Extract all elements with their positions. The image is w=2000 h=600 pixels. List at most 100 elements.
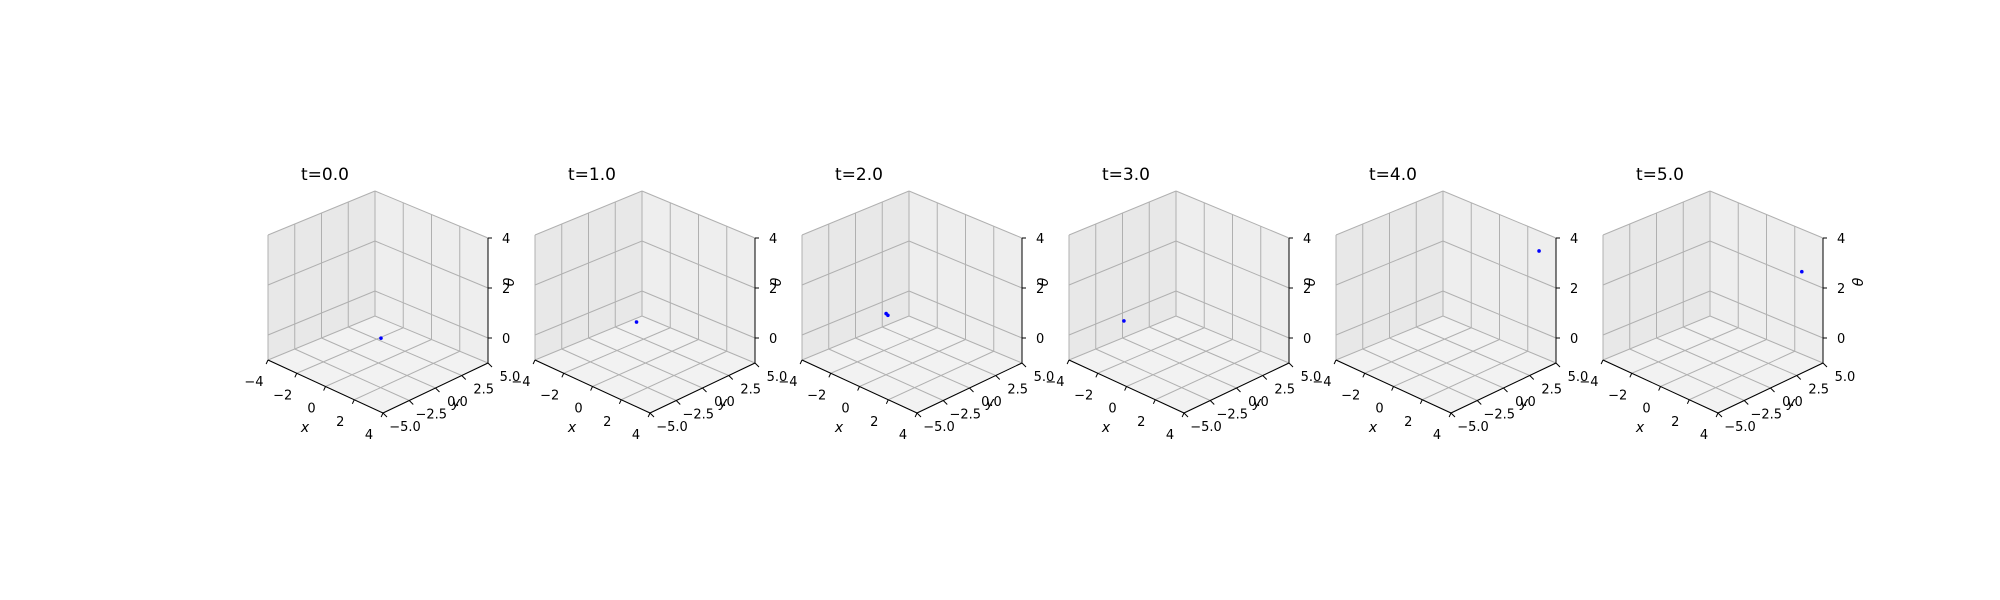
z-grid-back xyxy=(1175,190,1290,239)
z-grid-left xyxy=(801,190,910,236)
z-grid-left xyxy=(267,240,376,286)
y-tick-label: 5.0 xyxy=(1568,370,1589,385)
y-grid-floor xyxy=(882,326,996,376)
z-grid-back xyxy=(374,190,489,239)
x-tick-label: 0 xyxy=(574,402,582,417)
y-grid-floor xyxy=(1656,337,1771,389)
y-tick-label: 0.0 xyxy=(714,395,735,410)
z-grid-left xyxy=(534,190,643,236)
x-tick-label: −4 xyxy=(511,375,530,390)
z-grid-left xyxy=(1068,190,1177,236)
y-tick-label: −2.5 xyxy=(1483,408,1515,423)
y-tick xyxy=(1717,412,1723,418)
z-tick-label: 2 xyxy=(769,282,777,297)
z-grid-back xyxy=(1175,290,1290,339)
subplot-title: t=3.0 xyxy=(1102,165,1150,185)
y-grid-floor xyxy=(1629,348,1745,401)
z-axis-label: θ xyxy=(1851,277,1867,286)
y-axis-label: y xyxy=(985,395,995,411)
z-tick-label: 4 xyxy=(1837,232,1845,247)
y-tick xyxy=(1236,387,1241,393)
y-tick xyxy=(1209,400,1215,405)
x-tick-label: −4 xyxy=(1579,375,1598,390)
data-point xyxy=(379,336,383,340)
x-tick-label: −4 xyxy=(778,375,797,390)
x-axis-label: x xyxy=(1101,420,1111,436)
x-tick-label: 4 xyxy=(899,428,907,443)
z-grid-back xyxy=(1442,190,1557,239)
x-tick xyxy=(857,386,860,391)
subplot-2: −4 −2 0 2 4 −5.0−2.50.0 2.5 5.0 0 2 4 x y θ t=2.0 xyxy=(769,165,1054,443)
z-grid-back xyxy=(641,290,756,339)
y-tick-label: 0.0 xyxy=(447,395,468,410)
x-tick xyxy=(590,386,593,391)
x-tick xyxy=(1448,412,1452,418)
y-grid-floor xyxy=(615,326,729,376)
x-tick-label: −2 xyxy=(1074,388,1093,403)
y-tick-label: 0.0 xyxy=(1248,395,1269,410)
y-grid-floor xyxy=(348,326,462,376)
y-grid-floor xyxy=(1709,315,1824,364)
subplot-title: t=2.0 xyxy=(835,165,883,185)
data-point xyxy=(886,313,890,318)
z-grid-left xyxy=(1602,240,1711,286)
y-grid-floor xyxy=(588,337,703,389)
x-tick-label: −2 xyxy=(273,388,292,403)
x-tick-label: −4 xyxy=(1045,375,1064,390)
y-tick xyxy=(1021,362,1027,368)
y-tick-label: −2.5 xyxy=(1216,408,1248,423)
y-grid-floor xyxy=(908,315,1023,364)
x-tick-label: −2 xyxy=(540,388,559,403)
z-axis-label: θ xyxy=(1303,277,1319,286)
x-tick-label: 2 xyxy=(336,415,344,430)
x-tick xyxy=(561,373,565,378)
x-tick-label: 2 xyxy=(603,415,611,430)
x-tick-label: 2 xyxy=(1404,415,1412,430)
z-tick-label: 4 xyxy=(502,232,510,247)
y-tick xyxy=(702,387,707,393)
x-tick xyxy=(914,412,918,418)
data-point xyxy=(634,320,639,324)
z-axis-label: θ xyxy=(502,277,518,286)
z-tick-label: 2 xyxy=(1303,282,1311,297)
z-grid-back xyxy=(908,290,1023,339)
z-grid-back xyxy=(641,240,756,289)
z-tick-label: 0 xyxy=(1036,332,1044,347)
y-axis-label: y xyxy=(1786,395,1796,411)
x-axis-label: x xyxy=(834,420,844,436)
z-grid-left xyxy=(1602,190,1711,236)
z-grid-left xyxy=(1068,240,1177,286)
x-axis-label: x xyxy=(1368,420,1378,436)
z-grid-back xyxy=(1442,290,1557,339)
y-tick-label: −2.5 xyxy=(949,408,981,423)
z-grid-left xyxy=(801,290,910,336)
z-tick-label: 2 xyxy=(1036,282,1044,297)
y-tick xyxy=(1288,362,1294,368)
x-tick-label: −2 xyxy=(1608,388,1627,403)
y-grid-floor xyxy=(561,348,677,401)
x-tick-label: −2 xyxy=(807,388,826,403)
z-grid-left xyxy=(1068,290,1177,336)
z-tick-label: 2 xyxy=(502,282,510,297)
subplot-4: −4 −2 0 2 4 −5.0−2.50.0 2.5 5.0 0 2 4 x y θ t=4.0 xyxy=(1303,165,1588,443)
y-tick-label: 0.0 xyxy=(1515,395,1536,410)
z-grid-back xyxy=(908,240,1023,289)
y-tick xyxy=(1450,412,1456,418)
y-tick-label: −5.0 xyxy=(656,420,688,435)
x-tick xyxy=(799,359,803,365)
x-tick xyxy=(1152,399,1156,405)
x-tick xyxy=(1362,373,1366,378)
z-tick-label: 4 xyxy=(1036,232,1044,247)
z-grid-left xyxy=(267,190,376,236)
y-tick xyxy=(487,362,493,368)
z-grid-back xyxy=(641,190,756,239)
y-tick xyxy=(408,400,414,405)
y-tick-label: 5.0 xyxy=(1301,370,1322,385)
y-tick xyxy=(649,412,655,418)
x-tick xyxy=(1600,359,1604,365)
y-tick-label: 5.0 xyxy=(500,370,521,385)
y-grid-floor xyxy=(1095,348,1211,401)
x-tick xyxy=(351,399,355,405)
x-tick xyxy=(828,373,832,378)
